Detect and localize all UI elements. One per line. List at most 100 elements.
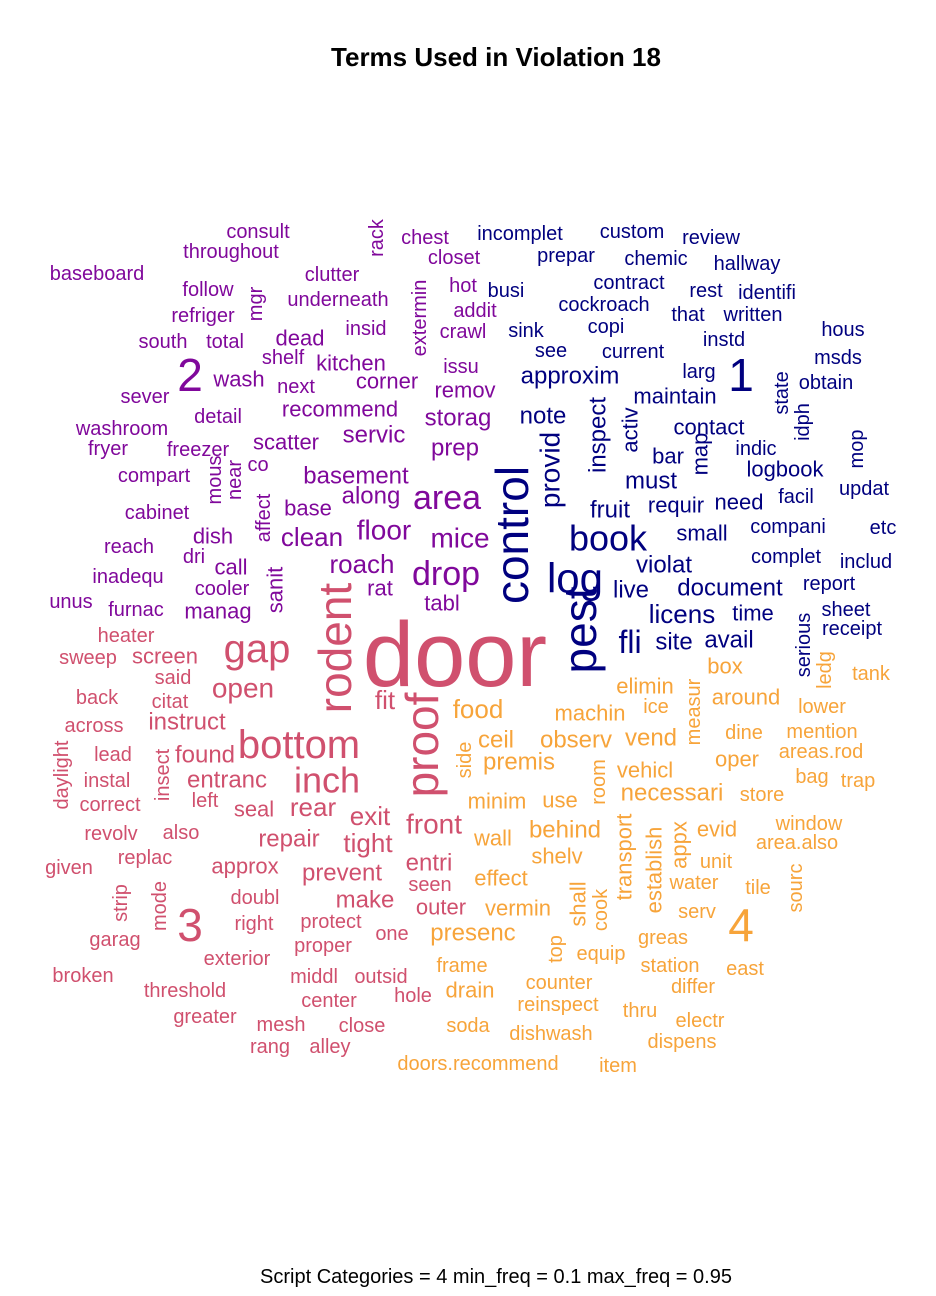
cloud-word: machin — [555, 701, 626, 726]
cloud-word: mode — [149, 881, 171, 931]
cloud-word: report — [803, 573, 856, 595]
cloud-word: replac — [118, 847, 172, 869]
cloud-word: receipt — [822, 618, 882, 640]
cloud-word: kitchen — [316, 351, 386, 376]
cloud-word: unit — [700, 851, 733, 873]
cloud-word: threshold — [144, 980, 226, 1002]
cloud-word: note — [520, 403, 567, 430]
chart-caption: Script Categories = 4 min_freq = 0.1 max… — [260, 1266, 732, 1288]
cloud-word: lower — [798, 696, 846, 718]
cloud-word: dri — [183, 546, 205, 568]
cloud-word: extermin — [409, 280, 431, 357]
cloud-word: remov — [434, 378, 495, 403]
cloud-word: observ — [540, 727, 612, 754]
cloud-word: open — [212, 673, 274, 704]
cloud-word: 3 — [177, 899, 203, 951]
cloud-word: underneath — [287, 289, 388, 311]
cloud-word: recommend — [282, 397, 398, 422]
cloud-word: pest — [554, 586, 606, 673]
cloud-word: compani — [750, 516, 826, 538]
cloud-word: see — [535, 340, 567, 362]
cloud-word: ledg — [814, 651, 836, 689]
cloud-word: sourc — [785, 864, 807, 913]
cloud-word: document — [677, 575, 783, 602]
cloud-word: sink — [508, 320, 545, 342]
cloud-word: one — [375, 923, 408, 945]
cloud-word: 4 — [728, 899, 754, 951]
cloud-word: prep — [431, 435, 479, 462]
cloud-word: follow — [182, 279, 234, 301]
cloud-word: washroom — [75, 418, 168, 440]
cloud-word: trap — [841, 770, 875, 792]
cloud-word: right — [235, 913, 274, 935]
cloud-word: rack — [366, 218, 388, 257]
cloud-word: copi — [588, 316, 625, 338]
cloud-word: vend — [625, 725, 677, 752]
cloud-word: rest — [689, 280, 723, 302]
cloud-word: heater — [98, 625, 155, 647]
cloud-word: prevent — [302, 860, 382, 887]
cloud-word: throughout — [183, 241, 279, 263]
cloud-word: cooler — [195, 578, 250, 600]
cloud-word: left — [192, 790, 219, 812]
cloud-word: approxim — [521, 363, 620, 390]
cloud-word: electr — [676, 1010, 725, 1032]
cloud-word: seal — [234, 797, 274, 822]
cloud-word: along — [342, 483, 401, 510]
cloud-word: doors.recommend — [397, 1053, 558, 1075]
cloud-word: live — [613, 577, 649, 604]
cloud-word: store — [740, 784, 784, 806]
cloud-word: need — [715, 490, 764, 515]
cloud-word: custom — [600, 221, 664, 243]
cloud-word: vehicl — [617, 758, 673, 783]
cloud-word: wash — [212, 367, 264, 392]
cloud-word: middl — [290, 966, 338, 988]
cloud-word: fryer — [88, 438, 128, 460]
cloud-word: scatter — [253, 430, 319, 455]
cloud-word: total — [206, 331, 244, 353]
cloud-word: seen — [408, 874, 451, 896]
cloud-word: corner — [356, 369, 418, 394]
cloud-word: station — [641, 955, 700, 977]
cloud-word: that — [671, 304, 705, 326]
cloud-word: co — [247, 454, 268, 476]
cloud-word: hous — [821, 319, 864, 341]
cloud-word: east — [726, 958, 764, 980]
cloud-word: reach — [104, 536, 154, 558]
cloud-word: entranc — [187, 767, 267, 794]
cloud-word: inadequ — [92, 566, 163, 588]
cloud-word: servic — [343, 422, 406, 449]
cloud-word: establish — [642, 827, 667, 914]
cloud-word: mice — [430, 523, 489, 554]
cloud-word: box — [707, 654, 742, 679]
cloud-word: contract — [593, 272, 665, 294]
cloud-word: inspect — [585, 397, 612, 473]
cloud-word: bar — [652, 444, 684, 469]
cloud-word: updat — [839, 478, 889, 500]
cloud-word: tabl — [424, 591, 459, 616]
cloud-word: msds — [814, 347, 862, 369]
cloud-word: strip — [110, 884, 132, 922]
cloud-word: citat — [152, 691, 189, 713]
cloud-word: drain — [446, 978, 495, 1003]
cloud-word: garag — [89, 929, 140, 951]
cloud-word: insect — [152, 748, 174, 801]
cloud-word: soda — [446, 1015, 490, 1037]
cloud-word: sheet — [822, 599, 871, 621]
cloud-word: current — [602, 341, 665, 363]
cloud-word: licens — [649, 599, 715, 629]
cloud-word: hot — [449, 275, 477, 297]
cloud-word: serious — [793, 613, 815, 677]
cloud-word: dish — [193, 524, 233, 549]
cloud-word: bag — [795, 766, 828, 788]
cloud-word: area — [413, 479, 481, 517]
cloud-word: avail — [704, 627, 753, 654]
cloud-word: water — [669, 872, 719, 894]
cloud-word: shelf — [262, 347, 305, 369]
cloud-word: said — [155, 667, 192, 689]
cloud-word: tank — [852, 663, 891, 685]
cloud-word: area.also — [756, 832, 838, 854]
cloud-word: across — [65, 715, 124, 737]
cloud-word: unus — [49, 591, 92, 613]
